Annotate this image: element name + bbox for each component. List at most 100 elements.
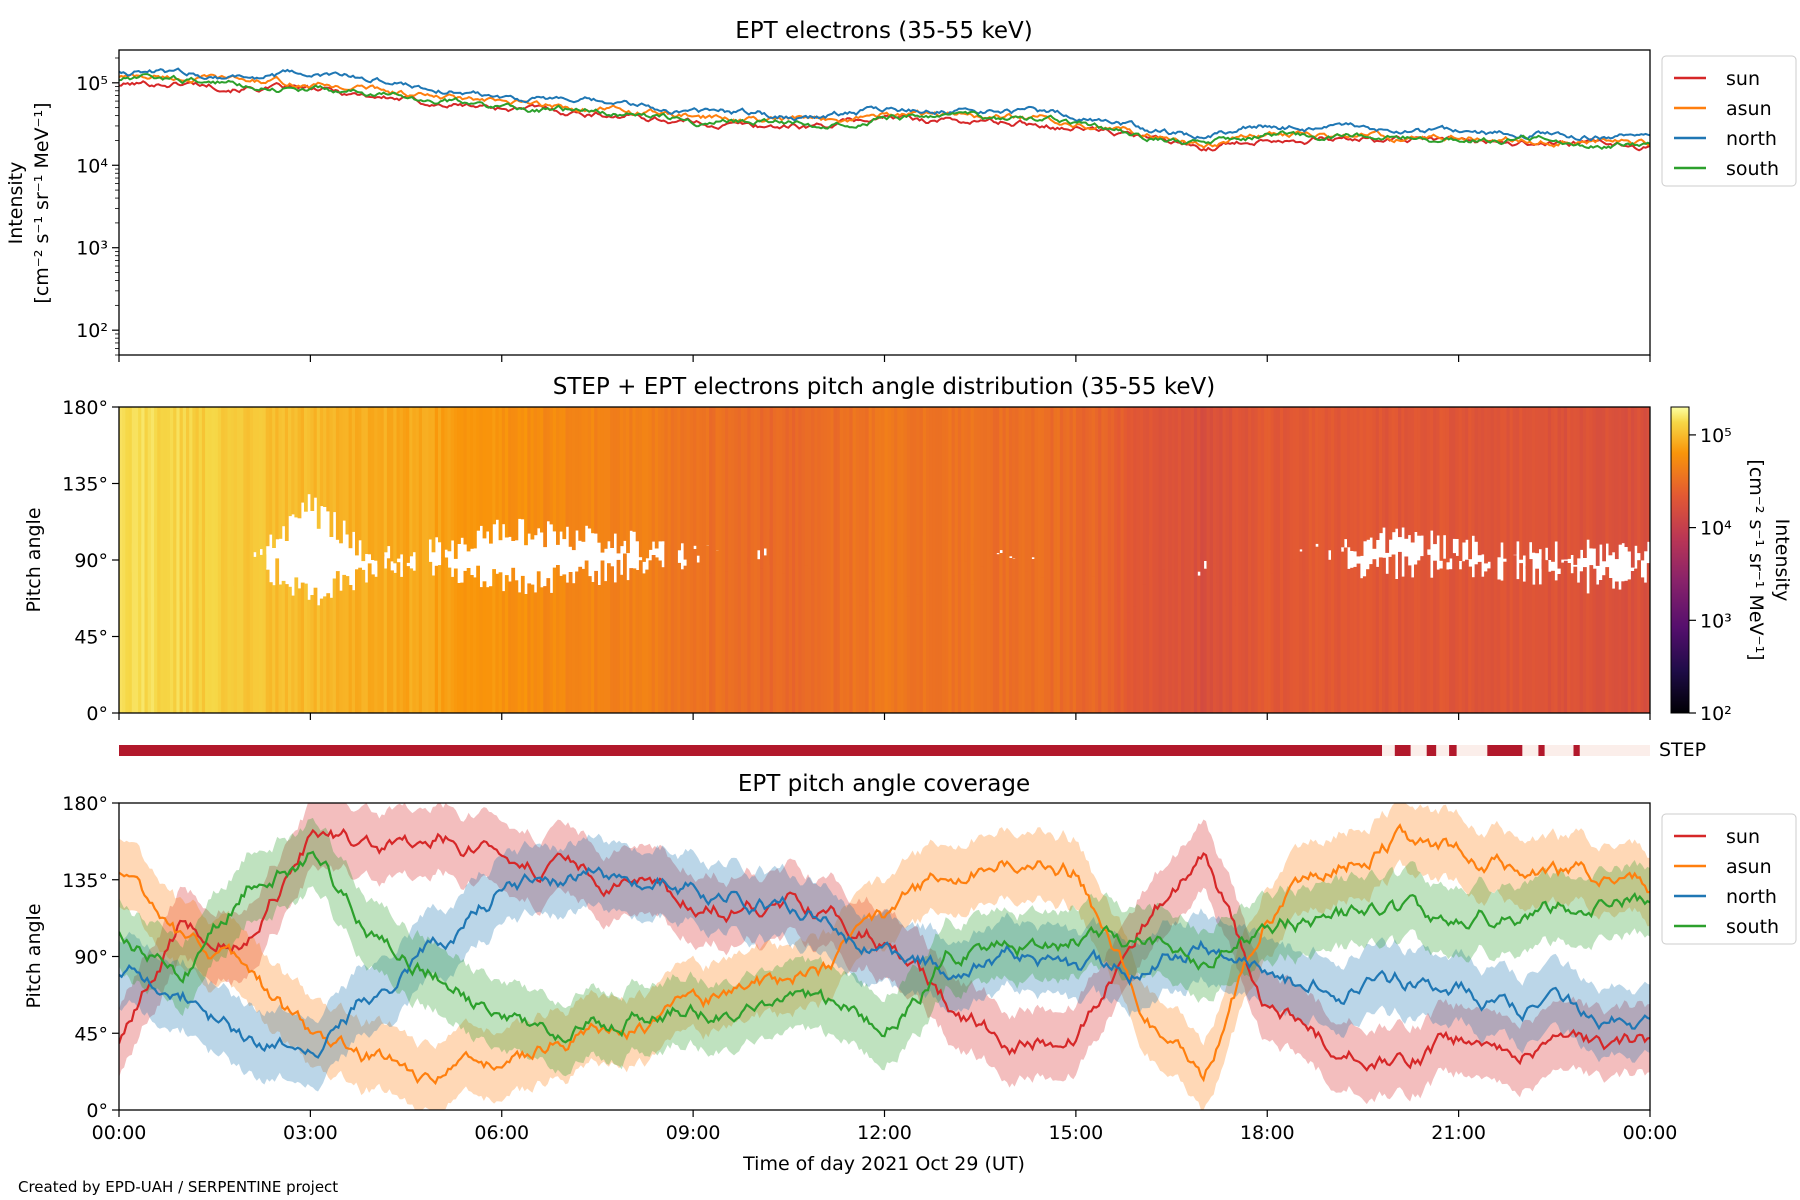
- pad-cell-high: [1273, 407, 1278, 561]
- step-segment-off: [1579, 745, 1650, 756]
- pad-cell-high: [201, 407, 206, 584]
- pad-cell-high: [1181, 407, 1185, 577]
- pad-cell-high: [1512, 407, 1517, 555]
- pad-cell-high: [511, 407, 516, 541]
- pad-cell-high: [422, 407, 426, 560]
- pad-cell-high: [466, 407, 471, 552]
- pad-cell-low: [1583, 567, 1587, 713]
- pad-cell-high: [444, 407, 449, 550]
- pad-cell-low: [1362, 576, 1367, 713]
- pad-axes: 0° 45° 90° 135° 180°: [62, 397, 1651, 725]
- pad-cell-low: [1394, 579, 1399, 713]
- pad-cell-low: [1359, 578, 1364, 713]
- pad-cell-high: [795, 407, 799, 583]
- pad-cell-high: [1481, 407, 1485, 555]
- pad-cell-low: [361, 569, 366, 713]
- pad-cell-low: [138, 531, 142, 713]
- pad-cell-high: [549, 407, 554, 525]
- pad-cell-high: [1318, 407, 1323, 560]
- pad-cell-high: [839, 407, 844, 596]
- pad-cell-high: [428, 407, 433, 540]
- pad-cell-high: [1503, 407, 1508, 559]
- pad-cell-high: [980, 407, 984, 567]
- pad-cell-low: [1643, 582, 1648, 713]
- pad-cell-low: [1595, 584, 1600, 713]
- pad-cell-high: [1630, 407, 1635, 568]
- pad-cell-high: [721, 407, 726, 566]
- pad-cell-high: [1637, 407, 1641, 554]
- pad-cell-high: [351, 407, 356, 532]
- pad-cell-low: [1541, 559, 1546, 713]
- pad-cell-high: [316, 407, 321, 529]
- pad-cell-low: [725, 557, 729, 713]
- pad-cell-high: [1174, 407, 1179, 586]
- pad-cell-low: [1005, 556, 1010, 713]
- coverage-legend-box: [1661, 813, 1797, 945]
- pad-cell-low: [1037, 546, 1042, 713]
- pad-cell-high: [1168, 407, 1173, 595]
- pad-cell-low: [240, 543, 244, 713]
- pad-cell-high: [1005, 407, 1010, 577]
- pad-cell-high: [788, 407, 793, 557]
- pad-cell-high: [504, 407, 509, 538]
- pad-cell-high: [313, 407, 318, 498]
- pad-cell-high: [709, 407, 713, 574]
- pad-cell-low: [900, 534, 905, 713]
- pad-cell-low: [1296, 561, 1300, 713]
- pad-cell-low: [613, 582, 618, 713]
- pad-cell-high: [1551, 407, 1555, 562]
- pad-ytick-label: 90°: [74, 550, 108, 572]
- pad-cell-low: [514, 580, 519, 713]
- pad-cell-low: [1190, 566, 1195, 713]
- pad-cell-high: [1321, 407, 1326, 555]
- pad-cell-low: [431, 575, 436, 713]
- pad-cell-high: [173, 407, 177, 605]
- pad-cell-low: [160, 522, 165, 713]
- pad-cell-high: [125, 407, 130, 578]
- pad-cell-high: [996, 407, 1000, 554]
- pad-cell-low: [862, 529, 866, 713]
- pad-cell-high: [846, 407, 850, 573]
- pad-cell-high: [744, 407, 748, 571]
- pad-cell-low: [323, 596, 327, 713]
- pad-cell-high: [737, 407, 742, 550]
- pad-cell-low: [1248, 523, 1252, 713]
- pad-cell-high: [492, 407, 496, 525]
- pad-cell-low: [1516, 579, 1520, 713]
- pad-cell-low: [823, 533, 828, 713]
- pad-cell-high: [304, 407, 308, 512]
- pad-cell-low: [1455, 555, 1460, 713]
- pad-cell-low: [610, 566, 614, 713]
- pad-cell-low: [804, 536, 809, 713]
- pad-cell-low: [208, 515, 213, 713]
- pad-cell-high: [820, 407, 825, 571]
- pad-cell-high: [973, 407, 978, 581]
- pad-cell-low: [540, 587, 544, 713]
- pad-cell-high: [1283, 407, 1287, 581]
- pad-cell-high: [1560, 407, 1565, 560]
- pad-cell-low: [453, 568, 458, 713]
- pad-cell-high: [900, 407, 905, 594]
- pad-cell-low: [1621, 581, 1626, 713]
- pad-cell-high: [686, 407, 691, 572]
- pad-cell-high: [1420, 407, 1425, 536]
- pad-cell-high: [562, 407, 567, 540]
- pad-cell-high: [482, 407, 487, 539]
- pad-cell-low: [600, 560, 605, 713]
- pad-cell-high: [1280, 407, 1284, 575]
- pad-cell-low: [422, 553, 426, 713]
- pad-cell-high: [1436, 407, 1441, 536]
- pad-cell-low: [753, 557, 758, 713]
- pad-cell-high: [1538, 407, 1543, 550]
- pad-cell-low: [661, 567, 665, 713]
- pad-cell-low: [779, 525, 783, 713]
- pad-cell-low: [1337, 548, 1342, 713]
- legend2-sun-label: sun: [1726, 826, 1760, 848]
- colorbar-tick-label: 10³: [1700, 610, 1732, 632]
- pad-cell-low: [1391, 554, 1396, 713]
- pad-cell-high: [1528, 407, 1533, 543]
- pad-cell-high: [393, 407, 398, 564]
- pad-cell-low: [594, 570, 598, 713]
- pad-cell-low: [833, 538, 838, 713]
- coverage-xlabel: Time of day 2021 Oct 29 (UT): [742, 1153, 1025, 1175]
